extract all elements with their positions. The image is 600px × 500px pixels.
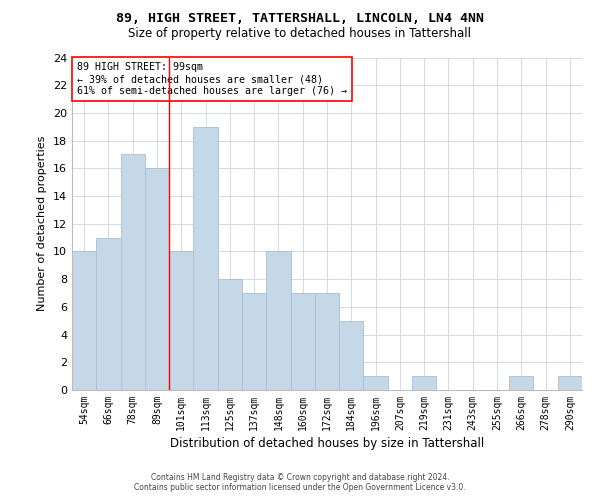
Text: Size of property relative to detached houses in Tattershall: Size of property relative to detached ho… xyxy=(128,28,472,40)
Text: Contains HM Land Registry data © Crown copyright and database right 2024.
Contai: Contains HM Land Registry data © Crown c… xyxy=(134,473,466,492)
Bar xyxy=(266,252,290,390)
Bar xyxy=(96,238,121,390)
Text: 89, HIGH STREET, TATTERSHALL, LINCOLN, LN4 4NN: 89, HIGH STREET, TATTERSHALL, LINCOLN, L… xyxy=(116,12,484,26)
Bar xyxy=(339,320,364,390)
Bar xyxy=(72,252,96,390)
Bar xyxy=(412,376,436,390)
Bar xyxy=(193,127,218,390)
X-axis label: Distribution of detached houses by size in Tattershall: Distribution of detached houses by size … xyxy=(170,437,484,450)
Bar xyxy=(169,252,193,390)
Bar xyxy=(558,376,582,390)
Bar xyxy=(121,154,145,390)
Y-axis label: Number of detached properties: Number of detached properties xyxy=(37,136,47,312)
Bar xyxy=(145,168,169,390)
Bar xyxy=(509,376,533,390)
Bar xyxy=(218,279,242,390)
Bar xyxy=(315,293,339,390)
Bar xyxy=(290,293,315,390)
Text: 89 HIGH STREET: 99sqm
← 39% of detached houses are smaller (48)
61% of semi-deta: 89 HIGH STREET: 99sqm ← 39% of detached … xyxy=(77,62,347,96)
Bar xyxy=(242,293,266,390)
Bar xyxy=(364,376,388,390)
